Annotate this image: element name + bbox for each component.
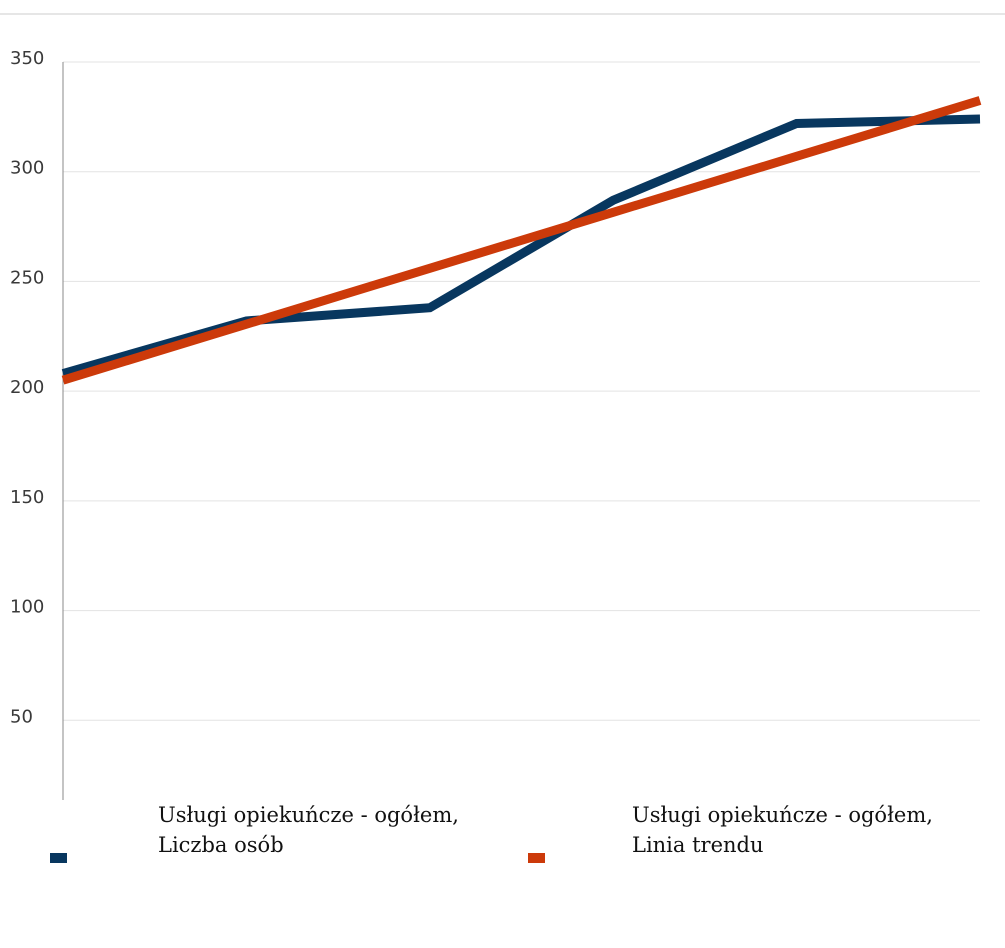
legend-swatch-liczba-osob [50,853,67,863]
y-tick-label: 150 [10,487,44,508]
y-tick-label: 200 [10,377,44,398]
legend-item-liczba-osob: Usługi opiekuńcze - ogółem, Liczba osób [158,800,459,860]
series-line-linia-trendu [61,96,982,385]
y-tick-label: 300 [10,158,44,179]
legend-label-line-2: Linia trendu [632,833,764,857]
y-tick-label: 100 [10,597,44,618]
y-tick-label: 250 [10,267,44,288]
axes [62,62,64,800]
legend-swatch-linia-trendu [528,853,545,863]
y-tick-label: 350 [10,48,44,69]
y-axis-tick-labels: 050100150200250300350 [10,48,44,727]
series-lines [61,96,982,385]
y-tick-label: 50 [10,706,33,727]
legend-item-linia-trendu: Usługi opiekuńcze - ogółem, Linia trendu [632,800,933,860]
legend-label-line-1: Usługi opiekuńcze - ogółem, [632,803,933,827]
top-divider [0,13,1005,15]
legend-label-line-2: Liczba osób [158,833,284,857]
legend-label-line-1: Usługi opiekuńcze - ogółem, [158,803,459,827]
line-chart: 050100150200250300350 201420152016201720… [10,48,982,800]
gridlines [63,61,980,721]
